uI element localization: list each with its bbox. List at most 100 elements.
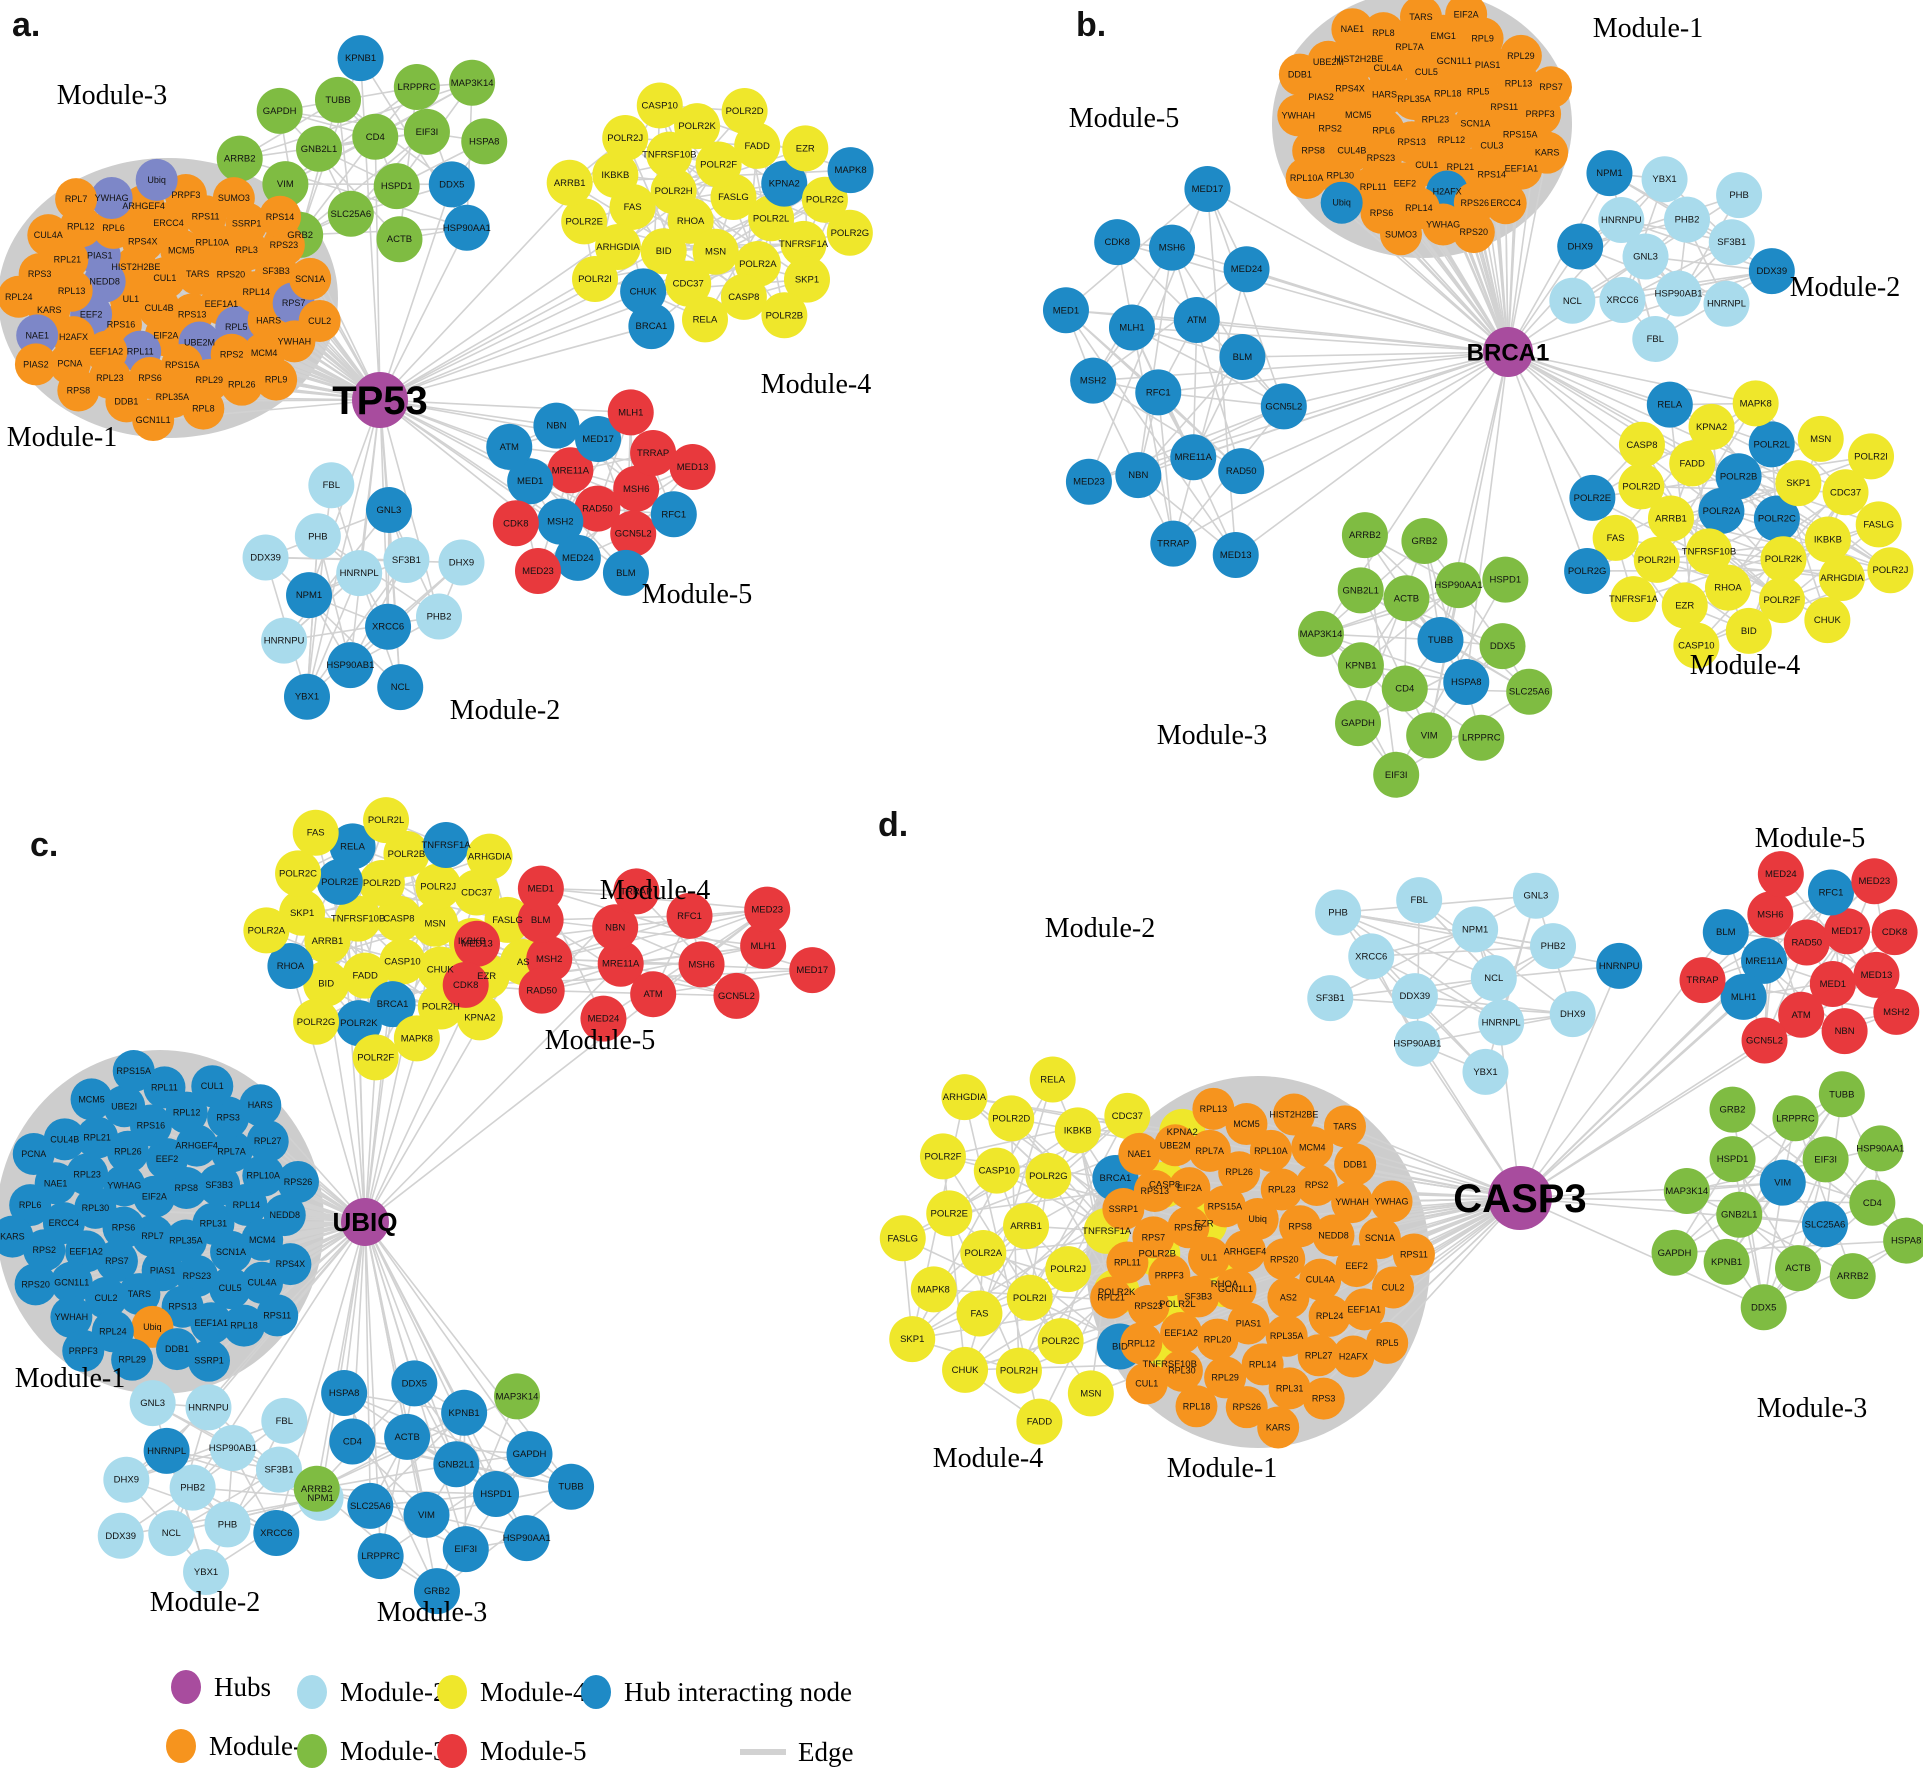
node-GCN5L2 (713, 972, 760, 1019)
node-POLR2L (748, 195, 795, 242)
node-POLR2H (1633, 536, 1680, 583)
hub-node-CASP3 (1488, 1166, 1552, 1230)
node-MCM5 (70, 1078, 113, 1121)
node-RPL6 (9, 1184, 52, 1227)
node-RPS26 (1453, 181, 1496, 224)
edge (1416, 900, 1420, 1044)
node-RPL26 (1218, 1151, 1261, 1194)
node-MAP3K14 (1663, 1167, 1710, 1214)
node-MSH6 (613, 465, 660, 512)
node-DDX5 (391, 1360, 438, 1407)
node-TRRAP (613, 868, 660, 915)
node-GAPDH (256, 87, 303, 134)
edge (911, 1225, 1027, 1340)
node-RPS15A (1203, 1185, 1246, 1228)
module-label-Module-4: Module-4 (933, 1443, 1043, 1474)
node-RPL31 (1268, 1367, 1311, 1410)
node-KPNB1 (1703, 1238, 1750, 1285)
edge (1663, 178, 1728, 305)
node-ERCC4 (1484, 182, 1527, 225)
legend-label-Module-4: Module-4 (480, 1677, 587, 1707)
module-label-Module-3: Module-3 (1757, 1393, 1867, 1424)
node-VIM (1406, 712, 1453, 759)
node-MED24 (554, 534, 601, 581)
node-GCN5L2 (610, 510, 657, 557)
node-ARRB1 (1003, 1203, 1050, 1250)
node-DHX9 (1557, 223, 1604, 270)
node-CASP10 (973, 1147, 1020, 1194)
edge (1206, 188, 1285, 407)
node-RPS11 (1392, 1233, 1435, 1276)
module-label-Module-3: Module-3 (57, 80, 167, 111)
node-DDX5 (428, 161, 475, 208)
node-PRPF3 (62, 1329, 105, 1372)
module-label-Module-1: Module-1 (1593, 13, 1703, 44)
node-POLR2A (1698, 487, 1745, 534)
node-SKP1 (279, 889, 326, 936)
node-RPS4X (269, 1243, 312, 1286)
node-CUL4A (27, 214, 70, 257)
node-MED13 (1853, 951, 1900, 998)
node-CUL4A (1299, 1258, 1342, 1301)
node-GNL3 (1512, 872, 1559, 919)
node-MAPK8 (393, 1015, 440, 1062)
node-PIAS1 (1227, 1302, 1270, 1345)
node-MED13 (454, 920, 501, 967)
hub-edge (1519, 891, 1832, 1199)
node-HSP90AB1 (1394, 1020, 1441, 1067)
node-HIST2H2BE (1272, 1093, 1315, 1136)
module-label-Module-4: Module-4 (761, 369, 871, 400)
hub-edge (1172, 351, 1509, 545)
node-CASP10 (636, 82, 683, 129)
node-XRCC6 (253, 1510, 300, 1557)
node-RPS3 (1302, 1377, 1345, 1420)
node-SKP1 (1775, 460, 1822, 507)
hub-edge (315, 1221, 366, 1489)
node-POLR2D (721, 88, 768, 135)
hub-edge (379, 290, 644, 401)
node-MRE11A (1741, 937, 1788, 984)
node-HNRNPU (261, 617, 308, 664)
node-HSP90AB1 (209, 1425, 256, 1472)
hub-edge (343, 1221, 366, 1394)
node-RPL21 (1090, 1276, 1133, 1319)
node-KPNB1 (1337, 642, 1384, 689)
node-RPL24 (1308, 1294, 1351, 1337)
node-FBL (1396, 877, 1443, 924)
node-CD4 (352, 113, 399, 160)
edge (996, 1169, 1158, 1255)
node-FAS (956, 1290, 1003, 1337)
node-MRE11A (597, 940, 644, 987)
node-MED1 (1042, 287, 1089, 334)
node-MSH6 (1747, 891, 1794, 938)
node-BLM (1219, 334, 1266, 381)
node-DHX9 (103, 1456, 150, 1503)
legend-label-Edge: Edge (798, 1737, 853, 1767)
node-MED17 (789, 947, 836, 994)
node-MED23 (744, 886, 791, 933)
node-RPL14 (1241, 1343, 1284, 1386)
node-RPL24 (0, 275, 40, 318)
node-CASP8 (375, 895, 422, 942)
node-SCN1A (289, 257, 332, 300)
node-ARRB2 (1829, 1253, 1876, 1300)
node-MSN (412, 900, 459, 947)
node-NBN (1115, 452, 1162, 499)
node-POLR2B (1715, 453, 1762, 500)
node-RELA (1029, 1056, 1076, 1103)
node-MED17 (1184, 166, 1231, 213)
node-CUL2 (1372, 1266, 1415, 1309)
node-MAP3K14 (494, 1373, 541, 1420)
node-RPS8 (1279, 1205, 1322, 1248)
node-RPL21 (76, 1116, 119, 1159)
node-ARHGEF4 (1223, 1230, 1266, 1273)
node-MLH1 (607, 389, 654, 436)
node-POLR2E (926, 1190, 973, 1237)
node-RAD50 (1218, 448, 1265, 495)
node-RPS13 (1133, 1170, 1176, 1213)
hub-edge (306, 399, 381, 697)
node-SF3B1 (255, 1446, 302, 1493)
node-CHUK (1804, 597, 1851, 644)
node-MRE11A (1170, 434, 1217, 481)
